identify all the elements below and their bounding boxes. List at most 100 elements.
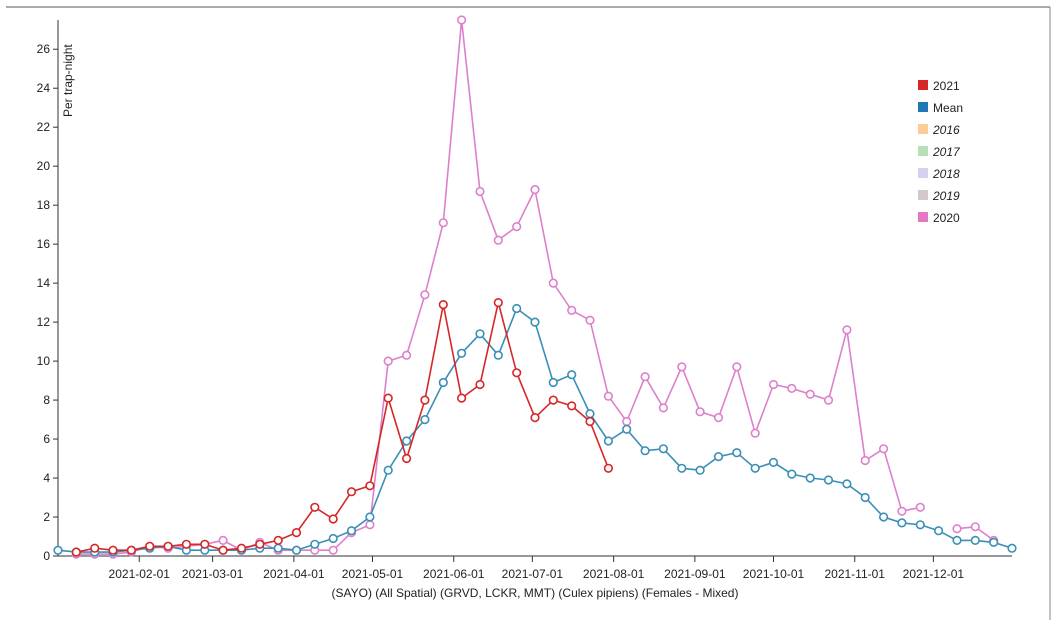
data-point-2020[interactable]	[328, 545, 338, 555]
data-point-mean[interactable]	[695, 465, 705, 475]
data-point-2021[interactable]	[181, 539, 191, 549]
data-point-2021[interactable]	[90, 543, 100, 553]
data-point-mean[interactable]	[823, 475, 834, 485]
legend-item[interactable]: Mean	[918, 101, 963, 115]
data-point-2020[interactable]	[530, 185, 540, 195]
data-point-2020[interactable]	[365, 520, 375, 530]
data-point-2021[interactable]	[346, 487, 357, 497]
data-point-2020[interactable]	[732, 362, 742, 372]
data-point-mean[interactable]	[493, 350, 503, 360]
data-point-2020[interactable]	[493, 235, 503, 245]
legend-item[interactable]: 2016	[918, 123, 960, 137]
data-point-mean[interactable]	[860, 492, 870, 503]
data-point-2020[interactable]	[768, 379, 779, 390]
legend-item[interactable]: 2017	[918, 145, 961, 159]
data-point-mean[interactable]	[603, 436, 614, 446]
legend-item[interactable]: 2021	[918, 79, 960, 93]
data-point-2020[interactable]	[658, 403, 669, 413]
data-point-mean[interactable]	[640, 446, 650, 456]
data-point-2021[interactable]	[108, 545, 118, 555]
data-point-mean[interactable]	[457, 348, 467, 358]
data-point-2020[interactable]	[878, 444, 889, 454]
data-point-mean[interactable]	[658, 444, 669, 454]
data-point-2020[interactable]	[475, 186, 485, 197]
data-point-mean[interactable]	[402, 436, 412, 446]
data-point-2021[interactable]	[310, 502, 320, 512]
data-point-2020[interactable]	[438, 218, 448, 228]
data-point-mean[interactable]	[952, 535, 962, 546]
data-point-2021[interactable]	[548, 395, 558, 405]
data-point-2020[interactable]	[218, 535, 228, 546]
data-point-2021[interactable]	[512, 368, 522, 378]
data-point-2021[interactable]	[585, 416, 595, 427]
data-point-mean[interactable]	[53, 545, 63, 555]
data-point-2020[interactable]	[952, 524, 962, 534]
data-point-2021[interactable]	[530, 413, 540, 423]
data-point-mean[interactable]	[878, 512, 889, 522]
data-point-mean[interactable]	[310, 539, 320, 549]
data-point-2021[interactable]	[255, 539, 265, 549]
data-point-2020[interactable]	[512, 222, 522, 232]
data-point-2020[interactable]	[970, 522, 980, 532]
data-point-2021[interactable]	[273, 535, 283, 546]
data-point-mean[interactable]	[713, 452, 724, 462]
data-point-2020[interactable]	[713, 413, 724, 423]
data-point-2021[interactable]	[457, 393, 467, 403]
data-point-2020[interactable]	[640, 372, 650, 382]
data-point-2021[interactable]	[200, 539, 210, 549]
data-point-mean[interactable]	[622, 424, 632, 434]
data-point-mean[interactable]	[805, 473, 815, 483]
data-point-2020[interactable]	[622, 416, 632, 427]
data-point-mean[interactable]	[989, 537, 999, 548]
data-point-mean[interactable]	[915, 520, 925, 530]
data-point-mean[interactable]	[420, 415, 430, 425]
data-point-2021[interactable]	[163, 541, 173, 551]
data-point-2021[interactable]	[236, 543, 247, 553]
data-point-mean[interactable]	[585, 409, 595, 419]
legend-item[interactable]: 2018	[918, 167, 960, 181]
data-point-mean[interactable]	[273, 543, 283, 553]
data-point-2020[interactable]	[915, 502, 925, 512]
data-point-2020[interactable]	[567, 305, 577, 316]
data-point-2020[interactable]	[823, 395, 834, 405]
legend-item[interactable]: 2019	[918, 189, 960, 203]
data-point-mean[interactable]	[1007, 543, 1017, 553]
data-point-mean[interactable]	[933, 526, 944, 536]
data-point-2020[interactable]	[677, 362, 687, 372]
data-point-mean[interactable]	[346, 526, 357, 536]
data-point-mean[interactable]	[677, 463, 687, 473]
data-point-2021[interactable]	[402, 453, 412, 464]
data-point-2021[interactable]	[383, 393, 393, 403]
data-point-mean[interactable]	[567, 370, 577, 380]
data-point-2020[interactable]	[457, 15, 467, 25]
data-point-2021[interactable]	[420, 395, 430, 405]
data-point-mean[interactable]	[291, 545, 302, 555]
data-point-2020[interactable]	[585, 315, 595, 325]
data-point-2020[interactable]	[383, 356, 393, 366]
data-point-2021[interactable]	[475, 379, 485, 390]
data-point-mean[interactable]	[548, 377, 558, 388]
data-point-mean[interactable]	[438, 377, 448, 388]
data-point-2021[interactable]	[291, 527, 302, 538]
data-point-2021[interactable]	[603, 463, 614, 473]
data-point-mean[interactable]	[842, 479, 852, 489]
data-point-2020[interactable]	[842, 325, 852, 335]
data-point-2021[interactable]	[438, 300, 448, 310]
data-point-2020[interactable]	[420, 290, 430, 300]
data-point-mean[interactable]	[750, 463, 760, 473]
data-point-2020[interactable]	[860, 455, 870, 466]
data-point-mean[interactable]	[512, 303, 522, 314]
data-point-2021[interactable]	[126, 545, 136, 555]
data-point-2020[interactable]	[603, 391, 614, 401]
data-point-2021[interactable]	[567, 401, 577, 411]
data-point-2020[interactable]	[548, 278, 558, 288]
data-point-mean[interactable]	[475, 329, 485, 339]
data-point-2021[interactable]	[218, 545, 228, 555]
data-point-mean[interactable]	[530, 317, 540, 327]
data-point-mean[interactable]	[897, 518, 907, 528]
data-point-2021[interactable]	[328, 514, 338, 524]
data-point-mean[interactable]	[328, 533, 338, 544]
data-point-2020[interactable]	[402, 350, 412, 360]
data-point-mean[interactable]	[365, 512, 375, 522]
data-point-mean[interactable]	[732, 448, 742, 458]
